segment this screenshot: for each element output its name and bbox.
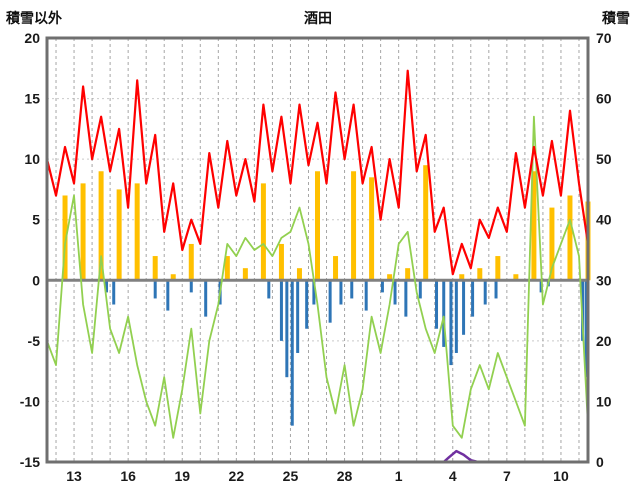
x-axis-tick-label: 10	[553, 468, 569, 484]
orange-bars-bar	[351, 171, 357, 281]
red-line-series	[45, 69, 590, 276]
orange-bars-bar	[296, 268, 302, 281]
blue-bars-bar	[404, 280, 408, 317]
orange-bars-bar	[567, 195, 573, 281]
orange-bars-bar	[80, 183, 86, 281]
plot-border	[45, 36, 590, 464]
orange-bars-bar	[170, 274, 176, 281]
blue-bars-bar	[112, 280, 116, 305]
right-axis-title: 積雪	[602, 10, 630, 26]
left-axis-tick-label: 20	[24, 30, 40, 46]
orange-bars-bar	[387, 274, 393, 281]
right-axis-tick-label: 40	[596, 212, 612, 228]
chart-title: 酒田	[304, 10, 332, 26]
blue-bars-bar	[539, 280, 543, 293]
orange-bars-bar	[531, 171, 537, 281]
left-axis-tick-label: 15	[24, 91, 40, 107]
x-axis-tick-label: 7	[503, 468, 511, 484]
x-axis-tick-label: 28	[337, 468, 353, 484]
blue-bars-bar	[328, 280, 332, 323]
x-axis-tick-label: 16	[120, 468, 136, 484]
blue-bars-bar	[189, 280, 193, 293]
blue-bars-bar	[153, 280, 157, 299]
blue-bars-bar	[418, 280, 422, 299]
x-axis-tick-label: 1	[395, 468, 403, 484]
right-axis-tick-label: 30	[596, 272, 612, 288]
orange-bars-bar	[188, 243, 194, 281]
left-axis-tick-label: 10	[24, 151, 40, 167]
blue-bars-bar	[105, 280, 109, 293]
blue-bars-bar	[393, 280, 397, 305]
orange-bars-bar	[549, 207, 555, 281]
orange-bars-bar	[62, 195, 68, 281]
blue-bars-bar	[267, 280, 271, 299]
blue-bars-bar	[483, 280, 487, 305]
orange-bars-bar	[495, 256, 501, 281]
orange-bars-bar	[242, 268, 248, 281]
blue-bars-bar	[584, 280, 588, 378]
x-axis-tick-label: 22	[229, 468, 245, 484]
blue-bars-bar	[339, 280, 343, 305]
right-axis-tick-label: 20	[596, 333, 612, 349]
orange-bars-bar	[116, 189, 122, 281]
orange-bars-bar	[98, 171, 104, 281]
blue-bars-bar	[204, 280, 208, 317]
orange-bars-bar	[260, 183, 266, 281]
left-axis-tick-label: -10	[20, 393, 40, 409]
blue-bars-bar	[350, 280, 354, 299]
blue-bars-bar	[454, 280, 458, 353]
blue-bars-bar	[312, 280, 316, 305]
x-axis-tick-label: 4	[449, 468, 457, 484]
orange-bars-bar	[477, 268, 483, 281]
blue-bars-bar	[290, 280, 294, 426]
orange-bars-bar	[423, 165, 429, 281]
right-axis-tick-label: 10	[596, 393, 612, 409]
blue-bars-bar	[285, 280, 289, 378]
blue-bars-bar	[462, 280, 466, 335]
left-axis-tick-label: 0	[32, 272, 40, 288]
blue-bars-bar	[305, 280, 309, 329]
orange-bars-bar	[333, 256, 339, 281]
right-axis-tick-label: 0	[596, 454, 604, 470]
x-axis-tick-label: 19	[174, 468, 190, 484]
x-axis-tick-label: 13	[66, 468, 82, 484]
orange-bars-bar	[134, 183, 140, 281]
orange-bars-bar	[405, 268, 411, 281]
left-axis-title: 積雪以外	[6, 10, 62, 26]
orange-bars-bar	[315, 171, 320, 281]
left-axis-tick-label: 5	[32, 212, 40, 228]
green-line-series	[46, 115, 589, 439]
blue-bars-bar	[166, 280, 170, 311]
blue-bars-bar	[449, 280, 453, 366]
blue-bars-bar	[279, 280, 283, 341]
blue-bars-bar	[471, 280, 475, 317]
orange-bars-bar	[513, 274, 519, 281]
orange-bars-bar	[369, 177, 375, 281]
right-axis-tick-label: 50	[596, 151, 612, 167]
blue-bars-bar	[494, 280, 498, 299]
orange-bars-bar	[224, 256, 230, 281]
blue-bars-bar	[442, 280, 446, 347]
blue-bars-bar	[364, 280, 368, 311]
right-axis-tick-label: 60	[596, 91, 612, 107]
left-axis-tick-label: -15	[20, 454, 40, 470]
orange-bars-bar	[152, 256, 158, 281]
left-axis-tick-label: -5	[28, 333, 41, 349]
blue-bars-bar	[380, 280, 384, 293]
blue-bars-bar	[296, 280, 300, 353]
right-axis-tick-label: 70	[596, 30, 612, 46]
orange-bars-bar	[278, 243, 284, 281]
x-axis-tick-label: 25	[283, 468, 299, 484]
orange-bars-bar	[459, 274, 465, 281]
blue-bars-bar	[435, 280, 439, 329]
